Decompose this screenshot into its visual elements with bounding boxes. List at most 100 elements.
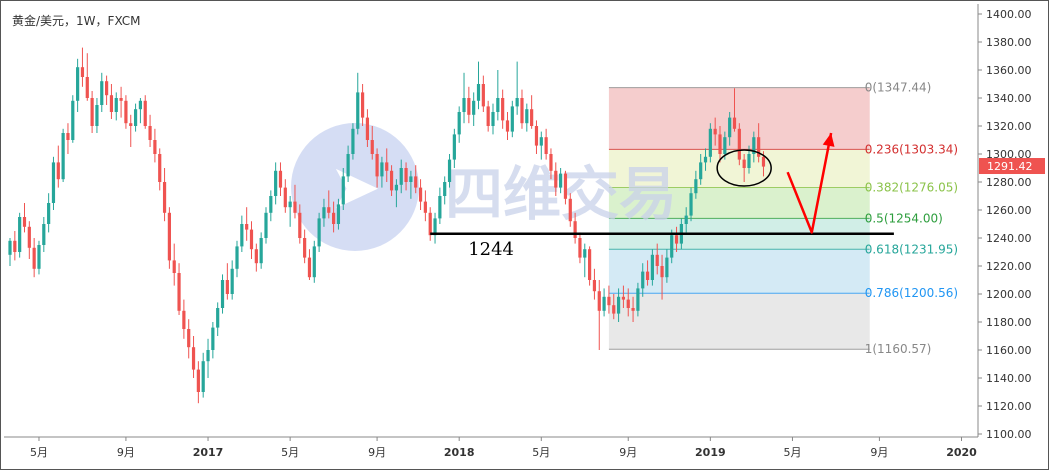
time-tick-label: 5月 (783, 446, 801, 459)
candle-body (592, 280, 597, 292)
candle-body (360, 92, 365, 118)
candle-body (42, 224, 46, 245)
candle-body (129, 123, 133, 126)
candle-body (172, 260, 176, 273)
watermark-logo-arrow: ➤ (329, 150, 381, 223)
candle-body (380, 162, 384, 177)
price-tick-label: 1320.00 (986, 120, 1032, 133)
projection-path[interactable] (786, 132, 833, 234)
fib-label-1: 1(1160.57) (865, 342, 932, 356)
candle-body (182, 310, 186, 329)
candle-body (747, 154, 751, 168)
candle-body (708, 128, 712, 157)
candle-body (13, 240, 17, 252)
time-tick-label: 9月 (870, 446, 888, 459)
candle-body (496, 98, 500, 112)
candle-body (530, 109, 534, 126)
candle-body (124, 100, 128, 124)
candle-body (510, 106, 514, 132)
candle-body (245, 224, 249, 230)
candle-body (505, 120, 510, 132)
price-tick-label: 1340.00 (986, 92, 1032, 105)
fib-label-0.5: 0.5(1254.00) (865, 211, 943, 225)
candle-body (525, 109, 529, 124)
candle-body (177, 273, 181, 311)
candle-body (481, 84, 485, 107)
candle-body (259, 238, 263, 264)
candle-body (264, 212, 268, 238)
candle-body (206, 350, 210, 362)
candle-body (389, 170, 394, 191)
annotations[interactable]: 1244 (430, 132, 894, 260)
candle-body (322, 207, 326, 219)
candle-body (491, 112, 495, 126)
candle-body (645, 271, 650, 280)
candle-body (356, 92, 360, 129)
fib-zone-0.786 (608, 293, 870, 350)
candle-body (447, 159, 452, 182)
candle-body (85, 77, 89, 98)
candle-body (665, 257, 669, 278)
candle-body (650, 254, 654, 280)
price-tick-label: 1100.00 (986, 428, 1032, 441)
candle-body (312, 246, 316, 278)
candle-body (472, 100, 476, 115)
fib-label-0.786: 0.786(1200.56) (865, 286, 958, 300)
candle-body (119, 98, 123, 101)
candle-body (631, 308, 635, 311)
candle-body (563, 173, 568, 199)
candle-body (51, 162, 56, 203)
highlight-ellipse[interactable] (716, 149, 772, 187)
fib-label-0.236: 0.236(1303.34) (865, 142, 958, 156)
time-tick-label: 9月 (619, 446, 637, 459)
time-tick-label: 2020 (946, 446, 977, 459)
candle-body (428, 212, 432, 236)
candle-body (47, 203, 51, 224)
candle-body (162, 182, 167, 213)
price-tick-label: 1260.00 (986, 204, 1032, 217)
candle-body (27, 226, 31, 248)
candle-body (703, 156, 708, 163)
candle-body (293, 201, 297, 213)
candle-body (399, 168, 403, 185)
candle-body (187, 329, 191, 348)
time-tick-label: 5月 (281, 446, 299, 459)
candle-body (153, 140, 157, 154)
candle-body (240, 224, 244, 247)
candle-body (761, 156, 766, 167)
candle-body (95, 105, 99, 126)
candle-body (22, 217, 27, 227)
candle-body (8, 240, 12, 255)
candle-body (298, 212, 302, 238)
candle-body (602, 296, 606, 311)
candle-body (18, 217, 22, 252)
candle-body (148, 126, 152, 140)
candle-body (418, 187, 423, 202)
price-tick-label: 1140.00 (986, 372, 1032, 385)
candle-body (365, 117, 370, 140)
candle-body (641, 271, 645, 289)
last-price-label: 1291.42 (987, 160, 1033, 173)
candle-body (742, 159, 746, 168)
candle-body (718, 134, 722, 154)
candle-body (728, 117, 732, 138)
chart-title: 黄金/美元，1W，FXCM (12, 13, 141, 28)
candle-body (732, 117, 737, 129)
candle-body (71, 100, 75, 140)
fib-label-0: 0(1347.44) (865, 81, 932, 95)
candle-body (317, 218, 321, 247)
candle-body (684, 215, 688, 224)
candle-body (737, 128, 741, 160)
price-tick-label: 1160.00 (986, 344, 1032, 357)
candle-body (201, 361, 205, 392)
candle-body (694, 179, 698, 194)
candle-body (114, 98, 118, 112)
candle-body (452, 134, 456, 160)
candle-body (375, 154, 379, 177)
fib-label-0.382: 0.382(1276.05) (865, 181, 958, 195)
candle-body (723, 137, 727, 154)
candle-body (655, 254, 659, 266)
candle-body (37, 245, 41, 269)
candle-body (607, 296, 611, 306)
